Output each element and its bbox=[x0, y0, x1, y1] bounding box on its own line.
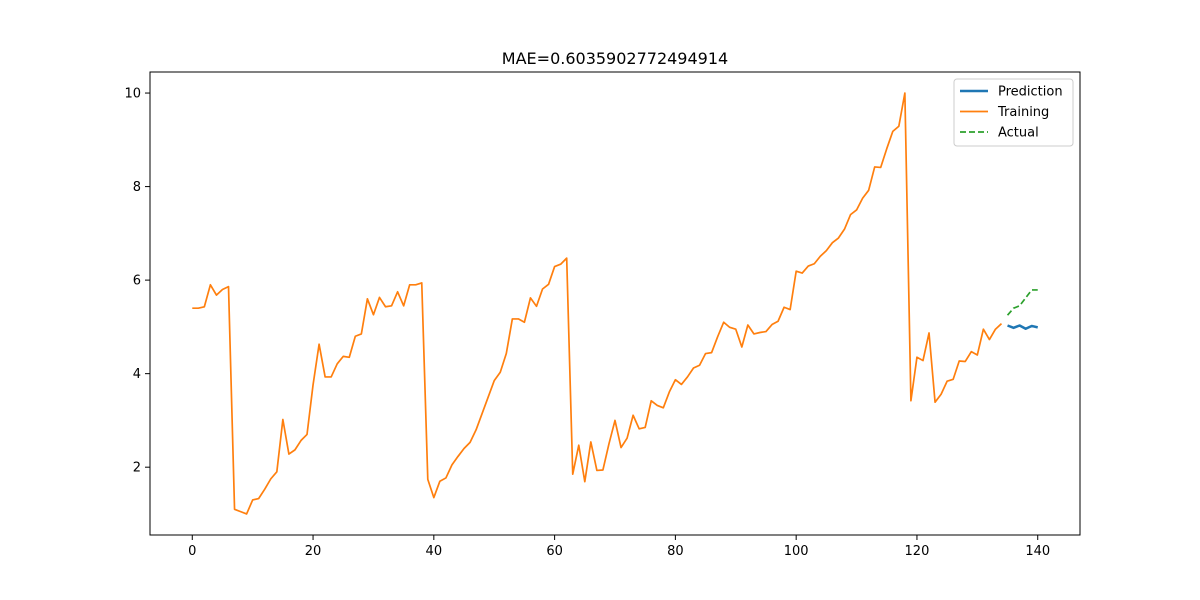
y-tick-label: 10 bbox=[124, 87, 141, 102]
series-line-prediction bbox=[1007, 324, 1039, 330]
x-tick-label: 100 bbox=[784, 544, 809, 559]
plot-frame bbox=[149, 71, 1081, 536]
x-tick-label: 40 bbox=[426, 544, 443, 559]
axes: 0 20 40 60 80 100 120 140 2 4 6 8 10 bbox=[124, 71, 1081, 559]
y-tick-label: 2 bbox=[133, 461, 141, 476]
series-line-training bbox=[192, 92, 1003, 515]
x-tick-label: 120 bbox=[905, 544, 930, 559]
plot-area bbox=[192, 92, 1039, 515]
y-tick-label: 8 bbox=[133, 180, 141, 195]
x-tick-label: 20 bbox=[305, 544, 322, 559]
y-tick-label: 4 bbox=[133, 367, 141, 382]
legend: Prediction Training Actual bbox=[953, 78, 1074, 147]
x-tick-label: 80 bbox=[667, 544, 684, 559]
series-line-actual bbox=[1006, 289, 1038, 316]
legend-label-training: Training bbox=[997, 105, 1049, 120]
chart-title: MAE=0.6035902772494914 bbox=[502, 49, 728, 68]
x-tick-label: 140 bbox=[1025, 544, 1050, 559]
y-tick-label: 6 bbox=[133, 274, 141, 289]
x-tick-label: 60 bbox=[546, 544, 563, 559]
legend-label-actual: Actual bbox=[998, 126, 1039, 141]
x-tick-label: 0 bbox=[188, 544, 196, 559]
legend-box bbox=[953, 78, 1074, 147]
legend-label-prediction: Prediction bbox=[998, 85, 1063, 100]
